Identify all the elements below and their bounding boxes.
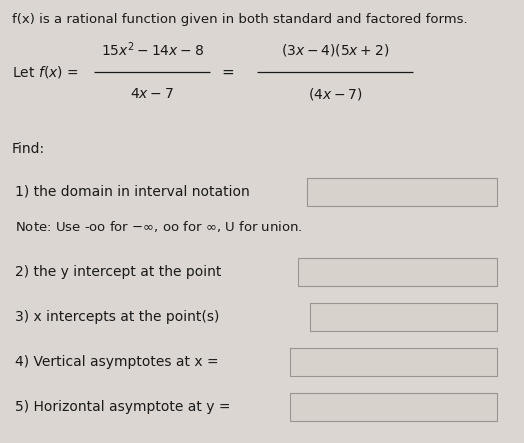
- Text: Find:: Find:: [12, 142, 45, 156]
- Text: 5) Horizontal asymptote at y =: 5) Horizontal asymptote at y =: [15, 400, 231, 414]
- Text: Let $f(x)$ =: Let $f(x)$ =: [12, 64, 79, 80]
- Text: 4) Vertical asymptotes at x =: 4) Vertical asymptotes at x =: [15, 355, 219, 369]
- Text: $(3x - 4)(5x + 2)$: $(3x - 4)(5x + 2)$: [281, 42, 389, 58]
- Text: 3) x intercepts at the point(s): 3) x intercepts at the point(s): [15, 310, 220, 324]
- Text: 1) the domain in interval notation: 1) the domain in interval notation: [15, 185, 250, 199]
- Text: f(x) is a rational function given in both standard and factored forms.: f(x) is a rational function given in bot…: [12, 13, 467, 26]
- Text: =: =: [222, 65, 234, 79]
- FancyBboxPatch shape: [298, 258, 497, 286]
- Text: 2) the y intercept at the point: 2) the y intercept at the point: [15, 265, 221, 279]
- Text: $4x - 7$: $4x - 7$: [130, 87, 174, 101]
- Text: Note: Use -oo for $-\infty$, oo for $\infty$, U for union.: Note: Use -oo for $-\infty$, oo for $\in…: [15, 219, 302, 234]
- Text: $(4x - 7)$: $(4x - 7)$: [308, 86, 362, 102]
- FancyBboxPatch shape: [290, 393, 497, 421]
- FancyBboxPatch shape: [307, 178, 497, 206]
- FancyBboxPatch shape: [310, 303, 497, 331]
- Text: $15x^2 - 14x - 8$: $15x^2 - 14x - 8$: [101, 41, 203, 59]
- FancyBboxPatch shape: [290, 348, 497, 376]
